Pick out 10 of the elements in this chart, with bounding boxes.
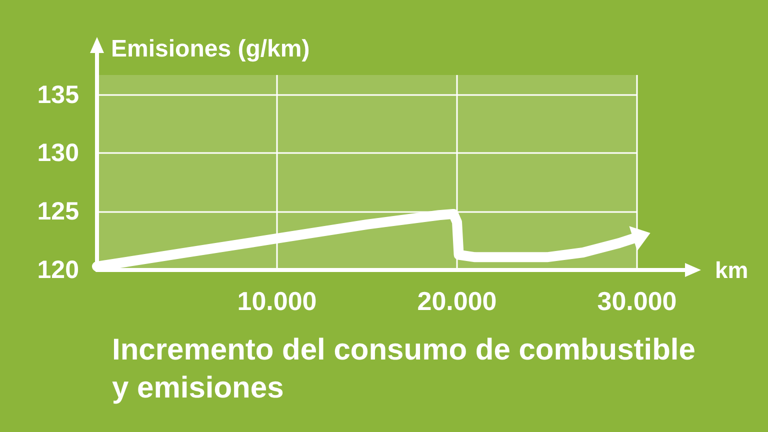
text: Incremento del consumo de combustible y emisiones (112, 334, 704, 404)
y-tick-label: 125 (37, 198, 80, 226)
x-axis-title: km (715, 257, 748, 283)
x-tick-label: 30.000 (597, 286, 677, 316)
x-tick-label: 10.000 (237, 286, 317, 316)
x-tick-label: 20.000 (417, 286, 497, 316)
y-tick-label: 135 (37, 80, 80, 109)
y-tick-label: 120 (37, 256, 79, 284)
y-tick-label: 130 (37, 139, 79, 168)
y-axis-title: Emisiones (g/km) (111, 36, 310, 62)
